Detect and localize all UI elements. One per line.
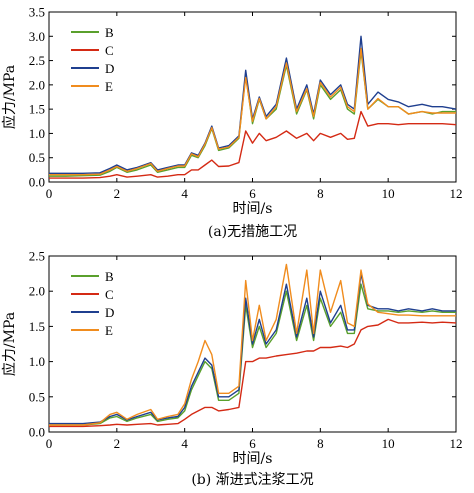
x-tick-label: 4 (181, 186, 188, 201)
y-tick-label: 2.5 (29, 249, 45, 264)
x-tick-label: 10 (382, 436, 395, 451)
series-line-E (49, 47, 456, 176)
figure-caption: (b) 渐进式注浆工况 (191, 472, 313, 488)
x-tick-label: 6 (249, 436, 256, 451)
y-axis-label: 应力/MPa (1, 65, 18, 129)
x-tick-label: 8 (317, 186, 324, 201)
y-tick-label: 1.0 (29, 354, 45, 369)
y-tick-label: 3.0 (29, 29, 45, 44)
series-line-C (49, 110, 457, 179)
y-axis-label: 应力/MPa (1, 312, 18, 376)
series-line-C (49, 318, 457, 428)
legend-label: D (105, 305, 114, 320)
x-tick-label: 2 (114, 186, 121, 201)
x-axis-label: 时间/s (233, 451, 273, 467)
y-tick-label: 0.5 (29, 150, 45, 165)
x-tick-label: 2 (114, 436, 121, 451)
x-tick-label: 0 (46, 436, 53, 451)
y-tick-label: 0.0 (29, 425, 45, 440)
series-line-D (49, 272, 456, 425)
y-tick-label: 1.0 (29, 126, 45, 141)
y-tick-label: 0.5 (29, 389, 45, 404)
x-tick-label: 8 (317, 436, 324, 451)
legend-label: D (105, 61, 114, 76)
x-tick-label: 12 (450, 186, 463, 201)
x-axis-label: 时间/s (233, 201, 273, 217)
x-tick-label: 4 (181, 436, 188, 451)
y-tick-label: 1.5 (29, 102, 45, 117)
y-tick-label: 2.0 (29, 77, 45, 92)
legend-label: E (105, 79, 113, 94)
x-tick-label: 12 (450, 436, 463, 451)
series-line-E (49, 263, 456, 426)
y-tick-label: 2.5 (29, 53, 45, 68)
y-tick-label: 1.5 (29, 319, 45, 334)
legend-label: C (105, 287, 114, 302)
y-tick-label: 3.5 (29, 5, 45, 20)
x-tick-label: 0 (46, 186, 53, 201)
figure-caption: (a)无措施工况 (208, 224, 297, 240)
y-tick-label: 0.0 (29, 175, 45, 190)
legend-label: B (105, 269, 114, 284)
legend-label: C (105, 43, 114, 58)
x-tick-label: 6 (249, 186, 256, 201)
y-tick-label: 2.0 (29, 284, 45, 299)
legend-label: B (105, 25, 114, 40)
legend-label: E (105, 323, 113, 338)
x-tick-label: 10 (382, 186, 395, 201)
